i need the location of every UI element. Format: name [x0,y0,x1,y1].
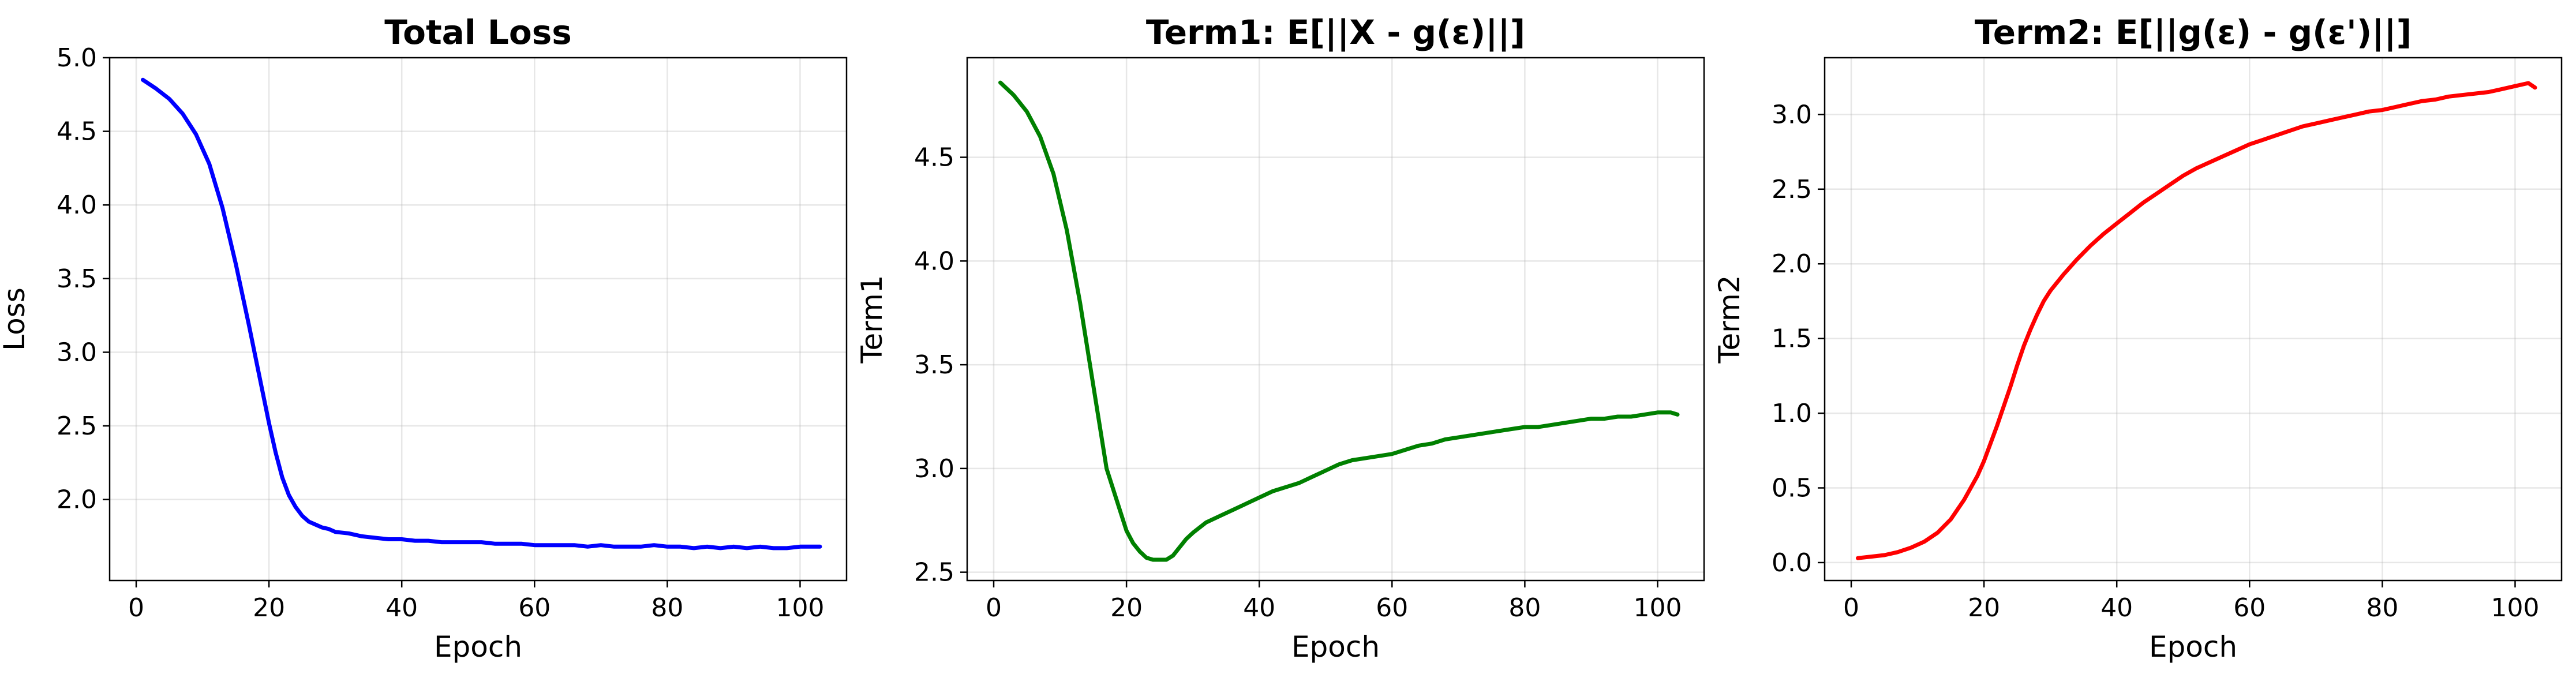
term2-x-tick-label: 60 [2233,593,2266,623]
total-loss-x-tick-label: 40 [385,593,418,623]
total-loss-y-tick-label: 4.5 [57,117,97,147]
term1-y-axis-label: Term1 [855,275,889,364]
term2-y-tick-label: 1.5 [1772,324,1812,354]
total-loss-y-tick-label: 3.0 [57,338,97,367]
term1-y-tick-label: 2.5 [914,558,954,587]
total-loss-y-tick-label: 4.0 [57,190,97,220]
term2-y-tick-label: 1.0 [1772,399,1812,428]
term1-y-tick-label: 4.5 [914,143,954,173]
term2-y-tick-label: 0.5 [1772,474,1812,503]
term2-x-tick-label: 40 [2101,593,2133,623]
total-loss-x-tick-label: 100 [776,593,824,623]
term2-x-axis-label: Epoch [2149,630,2237,664]
term1-x-axis-label: Epoch [1291,630,1380,664]
term2-x-tick-label: 80 [2366,593,2398,623]
term2-y-tick-label: 2.0 [1772,249,1812,279]
total-loss-y-tick-label: 2.5 [57,411,97,441]
term1-panel: 0 20 40 60 80 100 2.5 3.0 3.5 4.0 4.5 Term1: E[||X … [855,13,1705,664]
term2-y-axis-label: Term2 [1713,275,1746,364]
total-loss-axes-frame [108,57,848,582]
term1-axes-frame [966,57,1705,582]
term1-x-tick-label: 60 [1376,593,1408,623]
term1-y-tick-label: 4.0 [914,246,954,276]
term2-y-tick-label: 0.0 [1772,548,1812,578]
total-loss-y-tick-label: 3.5 [57,264,97,294]
total-loss-x-tick-label: 0 [128,593,144,623]
term2-series-line [1856,81,2537,560]
term2-x-tick-label: 0 [1843,593,1859,623]
total-loss-series-line [141,77,822,551]
term2-title: Term2: E[||g(ε) - g(ε')||] [1975,13,2412,52]
term2-axes-frame [1824,57,2563,582]
term2-x-tick-label: 100 [2491,593,2539,623]
term1-y-tick-label: 3.5 [914,350,954,380]
total-loss-x-axis-label: Epoch [434,630,522,664]
total-loss-y-tick-label: 2.0 [57,485,97,515]
term2-y-tick-label: 2.5 [1772,175,1812,204]
term1-x-tick-label: 0 [986,593,1002,623]
total-loss-x-tick-label: 60 [518,593,551,623]
total-loss-x-tick-label: 20 [253,593,285,623]
total-loss-panel: 0 20 40 60 80 100 2.0 2.5 3.0 3.5 4.0 4.5 5.0 Total L… [0,13,848,664]
total-loss-title: Total Loss [384,13,572,52]
term1-y-tick-label: 3.0 [914,454,954,484]
total-loss-y-axis-label: Loss [0,287,31,351]
term2-y-tick-label: 3.0 [1772,100,1812,129]
term1-x-tick-label: 40 [1243,593,1275,623]
term1-series-line [998,80,1680,562]
term1-x-tick-label: 80 [1508,593,1541,623]
term1-x-tick-label: 100 [1633,593,1682,623]
term1-title: Term1: E[||X - g(ε)||] [1146,13,1525,52]
term2-panel: 0 20 40 60 80 100 0.0 0.5 1.0 1.5 2.0 2.5 3.0 Term2: … [1713,13,2563,664]
term2-x-tick-label: 20 [1968,593,2000,623]
term1-x-tick-label: 20 [1110,593,1143,623]
total-loss-y-tick-label: 5.0 [57,43,97,73]
total-loss-x-tick-label: 80 [651,593,683,623]
